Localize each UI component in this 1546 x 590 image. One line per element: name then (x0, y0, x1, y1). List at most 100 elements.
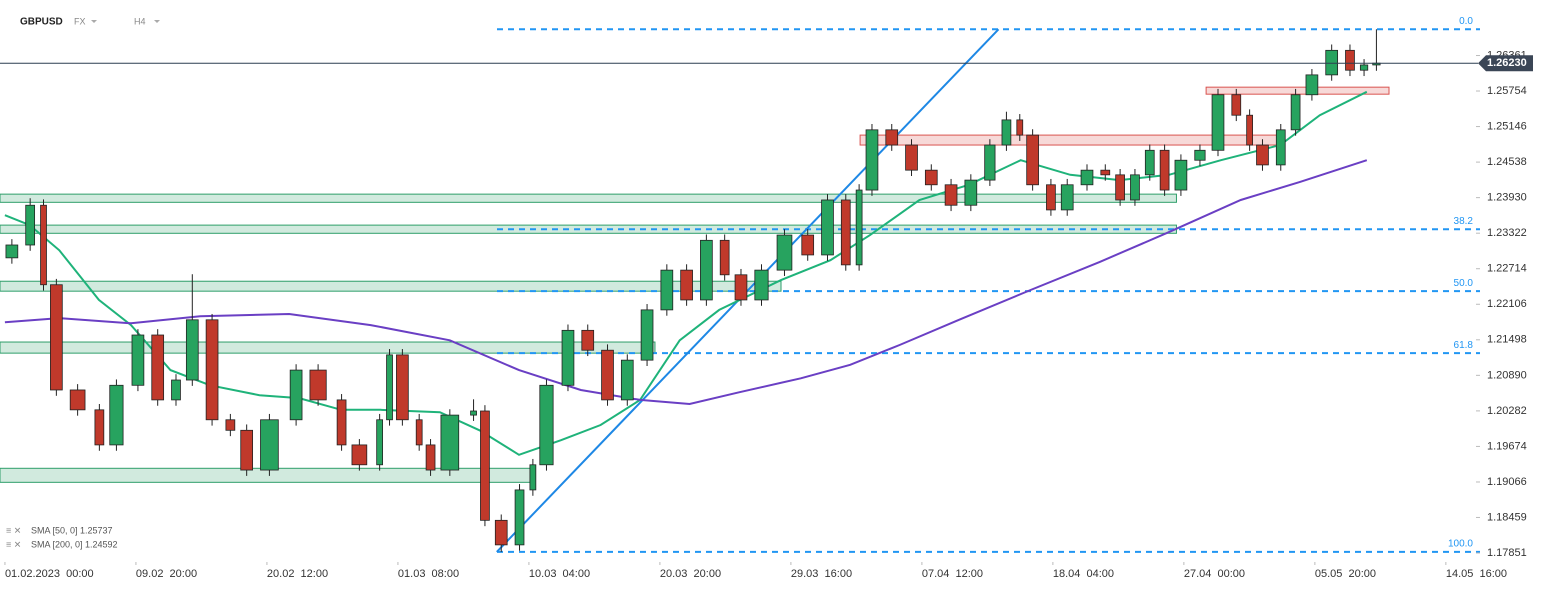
candle-body (865, 129, 879, 191)
candle-body (260, 419, 279, 471)
candle-body (1046, 184, 1056, 211)
candle-body (376, 419, 384, 466)
fib-label: 0.0 (1459, 16, 1473, 27)
candle-body (944, 184, 958, 206)
candle-body (840, 199, 851, 266)
candle-body (109, 384, 124, 446)
dropdown-arrow[interactable] (91, 20, 97, 23)
x-tick-label: 01.03 08:00 (398, 568, 459, 580)
candle-body (336, 399, 347, 446)
candle-body (25, 204, 36, 246)
candle-body (205, 319, 219, 421)
fib-label: 100.0 (1448, 539, 1473, 550)
candles-layer (5, 29, 1381, 552)
y-tick-label: 1.20890 (1487, 369, 1527, 381)
candle-body (1246, 114, 1253, 146)
y-tick-label: 1.25754 (1487, 85, 1527, 97)
candle-body (601, 349, 614, 401)
candle-body (151, 334, 165, 401)
candle-body (5, 244, 19, 259)
candle-body (905, 144, 918, 171)
candle-body (924, 169, 938, 186)
y-tick-label: 1.22106 (1487, 298, 1527, 310)
candle-body (734, 274, 748, 301)
y-tick-label: 1.23322 (1487, 227, 1527, 239)
candle-body (470, 410, 477, 416)
legend-entry[interactable]: SMA [200, 0] 1.24592 (31, 539, 118, 549)
x-tick-label: 10.03 04:00 (529, 568, 590, 580)
candle-body (396, 354, 409, 421)
candle-body (561, 329, 575, 386)
candle-body (1256, 144, 1269, 166)
x-tick-label: 18.04 04:00 (1053, 568, 1114, 580)
candle-body (440, 414, 460, 471)
candle-body (351, 444, 368, 466)
x-tick-label: 29.03 16:00 (791, 568, 852, 580)
zone (0, 193, 1177, 203)
x-tick-label: 20.02 12:00 (267, 568, 328, 580)
candle-body (855, 189, 863, 266)
candle-body (69, 389, 86, 411)
candle-body (581, 329, 595, 351)
candle-body (1359, 64, 1369, 71)
candle-body (1060, 184, 1074, 211)
candle-body (225, 419, 236, 431)
candle-body (1026, 134, 1039, 186)
candle-body (185, 319, 199, 381)
candle-body (984, 144, 996, 181)
candle-body (1115, 174, 1125, 201)
candle-body (131, 334, 145, 386)
interval[interactable]: H4 (134, 16, 146, 26)
x-tick-label: 20.03 20:00 (660, 568, 721, 580)
candle-body (1275, 129, 1286, 166)
sma-line (4, 90, 1368, 456)
candle-body (680, 269, 693, 301)
market[interactable]: FX (74, 16, 86, 26)
candle-body (1130, 174, 1140, 201)
sma-line (4, 159, 1368, 406)
candle-body (719, 239, 730, 276)
y-tick-label: 1.21498 (1487, 334, 1527, 346)
candle-body (660, 269, 674, 311)
candle-body (171, 379, 181, 401)
candle-body (494, 519, 508, 546)
candle-body (386, 354, 393, 421)
zone (0, 280, 782, 292)
candle-body (1231, 94, 1242, 116)
candle-body (529, 464, 537, 491)
candle-body (1016, 119, 1024, 136)
candle-body (94, 409, 105, 446)
x-tick-label: 09.02 20:00 (136, 568, 197, 580)
fib-layer: 0.0 38.2 50.0 61.8 100.0 (497, 16, 1480, 553)
candle-body (754, 269, 769, 301)
candle-body (425, 444, 436, 471)
candle-body (50, 284, 63, 391)
candle-body (415, 419, 423, 446)
dropdown-arrow[interactable] (154, 20, 160, 23)
candle-body (964, 179, 978, 206)
fib-label: 38.2 (1454, 216, 1474, 227)
x-tick-label: 01.02.2023 00:00 (5, 568, 94, 580)
legend-entry[interactable]: SMA [50, 0] 1.25737 (31, 525, 113, 535)
last-price-tag (1478, 55, 1533, 72)
y-tick-label: 1.18459 (1487, 511, 1527, 523)
legend-icon: ≡ ✕ (6, 525, 21, 535)
candle-body (1100, 169, 1111, 176)
y-tick-label: 1.24538 (1487, 156, 1527, 168)
y-tick-label: 1.19066 (1487, 476, 1527, 488)
zone (1205, 86, 1390, 95)
candle-body (620, 359, 634, 401)
candle-body (1144, 149, 1155, 176)
fib-label: 50.0 (1454, 278, 1474, 289)
lines-layer (4, 28, 1368, 553)
candle-body (1325, 49, 1339, 76)
candle-body (1001, 119, 1012, 146)
x-tick-label: 14.05 16:00 (1446, 568, 1507, 580)
candle-body (1290, 94, 1301, 131)
candle-body (1174, 159, 1188, 191)
candle-body (640, 309, 654, 361)
symbol[interactable]: GBPUSD (20, 17, 63, 28)
x-tick-label: 07.04 12:00 (922, 568, 983, 580)
y-tick-label: 1.19674 (1487, 440, 1527, 452)
